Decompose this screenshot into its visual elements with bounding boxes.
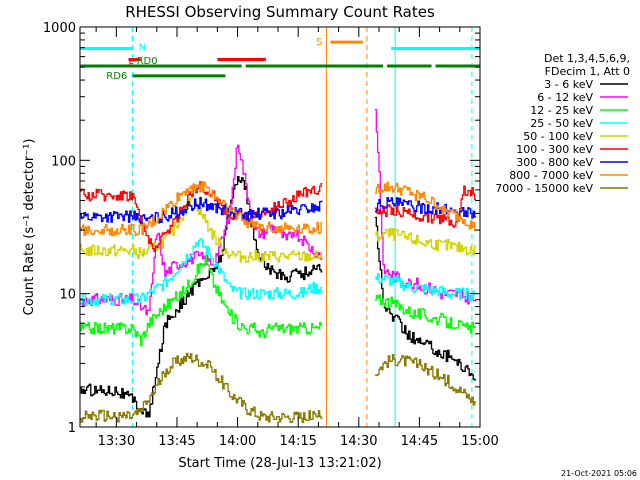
plot-area: NF RD0 RD6 S bbox=[80, 27, 480, 427]
y-tick-label: 10 bbox=[59, 288, 76, 303]
legend-entry-label: 100 - 300 keV bbox=[516, 143, 593, 156]
x-tick-label: 14:00 bbox=[219, 434, 256, 449]
series-line-4 bbox=[80, 197, 476, 263]
series-line-8 bbox=[80, 352, 476, 424]
y-tick-label: 1 bbox=[68, 421, 76, 436]
axes: 13:30 13:45 14:00 14:15 14:30 14:45 15:00 1 10 10… bbox=[43, 21, 499, 449]
x-tick-label: 15:00 bbox=[461, 434, 498, 449]
legend-header-line: FDecim 1, Att 0 bbox=[545, 65, 630, 78]
y-tick-label: 1000 bbox=[43, 21, 76, 36]
x-tick-label: 14:30 bbox=[340, 434, 377, 449]
x-tick-label: 13:30 bbox=[98, 434, 135, 449]
series-line-2 bbox=[80, 254, 476, 347]
legend-entry-label: 3 - 6 keV bbox=[544, 78, 593, 91]
x-tick-label: 13:45 bbox=[158, 434, 195, 449]
legend-entry-label: 300 - 800 keV bbox=[516, 156, 593, 169]
legend-entry-label: 12 - 25 keV bbox=[530, 104, 593, 117]
legend-entry-label: 50 - 100 keV bbox=[523, 130, 593, 143]
plot-frame bbox=[79, 26, 481, 428]
series-line-7 bbox=[80, 181, 476, 237]
footer-timestamp: 21-Oct-2021 05:06 bbox=[561, 469, 637, 478]
x-axis-label: Start Time (28-Jul-13 13:21:02) bbox=[178, 456, 381, 471]
flag-label: N bbox=[139, 42, 146, 53]
y-axis-label: Count Rate (s⁻¹ detector⁻¹) bbox=[22, 139, 37, 316]
series-line-0 bbox=[80, 176, 476, 418]
flag-label: S bbox=[316, 37, 322, 48]
flag-label: RD6 bbox=[106, 71, 127, 82]
x-tick-label: 14:45 bbox=[401, 434, 438, 449]
legend-entry-label: 6 - 12 keV bbox=[537, 91, 593, 104]
y-tick-label: 100 bbox=[51, 154, 76, 169]
x-tick-label: 14:15 bbox=[279, 434, 316, 449]
legend-entry-label: 7000 - 15000 keV bbox=[495, 182, 593, 195]
legend-entry-label: 800 - 7000 keV bbox=[509, 169, 593, 182]
series-line-3 bbox=[80, 238, 476, 307]
flag-label: F bbox=[128, 60, 134, 71]
flag-label: RD0 bbox=[137, 56, 158, 67]
legend-header-line: Det 1,3,4,5,6,9, bbox=[544, 52, 630, 65]
legend-entry-label: 25 - 50 keV bbox=[530, 117, 593, 130]
legend: Det 1,3,4,5,6,9,FDecim 1, Att 03 - 6 keV… bbox=[495, 52, 630, 195]
chart-title: RHESSI Observing Summary Count Rates bbox=[125, 3, 435, 21]
